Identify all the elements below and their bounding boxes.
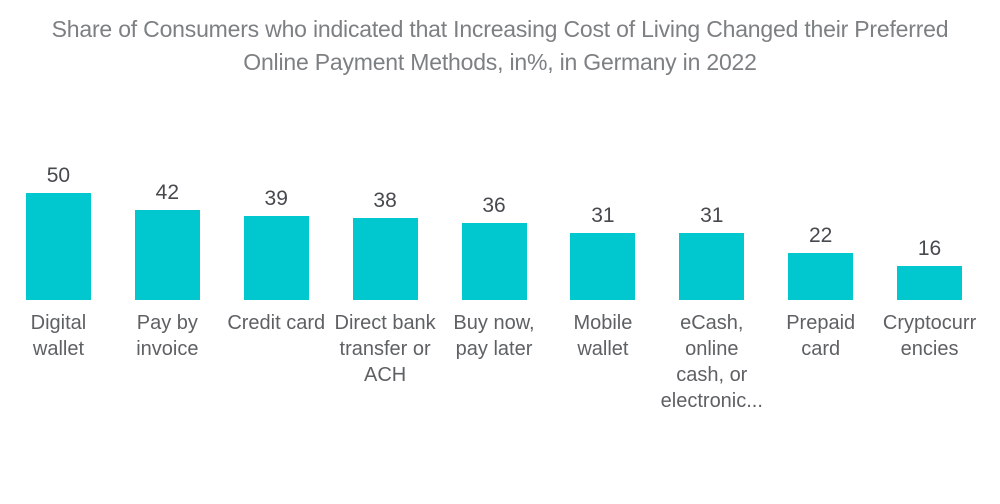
bar (243, 216, 309, 300)
bar (461, 222, 527, 300)
category-label-line: electronic... (660, 390, 763, 412)
bar-plot-area: 50 (25, 88, 91, 300)
bar-value-label: 39 (264, 187, 288, 211)
category-label-line: pay later (455, 338, 533, 360)
category-label: Direct bank transfer or ACH (335, 310, 436, 388)
bar-plot-area: 16 (897, 88, 963, 300)
category-label-line: wallet (32, 338, 85, 360)
category-label: Cryptocurr encies (883, 310, 976, 362)
bar-value-label: 31 (591, 204, 615, 228)
bar (788, 252, 854, 300)
bar (134, 209, 200, 300)
bar-chart-plot: 50 Digital wallet 42 Pay by invoice 39 Credit c… (4, 88, 984, 414)
bar-plot-area: 31 (570, 88, 636, 300)
category-label: Credit card (227, 310, 325, 336)
category-label-line: Prepaid (786, 312, 856, 334)
category-label-line: Digital (30, 312, 87, 334)
bar-column: 31 Mobile wallet (548, 88, 657, 414)
bar (25, 192, 91, 300)
bar-plot-area: 22 (788, 88, 854, 300)
category-label: Pay by invoice (136, 310, 198, 362)
category-label-line: invoice (136, 338, 199, 360)
bar (570, 233, 636, 300)
category-label-line: online (685, 338, 739, 360)
bar-column: 42 Pay by invoice (113, 88, 222, 414)
category-label: Digital wallet (31, 310, 87, 362)
category-label: Mobile wallet (573, 310, 632, 362)
bar-plot-area: 31 (679, 88, 745, 300)
category-label-line: Mobile (573, 312, 633, 334)
category-label-line: eCash, (680, 312, 744, 334)
category-label-line: cash, or (676, 364, 748, 386)
bar-plot-area: 39 (243, 88, 309, 300)
bar (897, 265, 963, 300)
category-label-line: Credit card (227, 312, 326, 334)
chart-title-line-2: Online Payment Methods, in%, in Germany … (243, 49, 757, 75)
bar-column: 16 Cryptocurr encies (875, 88, 984, 414)
bar-value-label: 50 (46, 163, 71, 187)
chart-title: Share of Consumers who indicated that In… (0, 0, 1000, 79)
bar-value-label: 36 (482, 193, 506, 217)
category-label-line: Buy now, (453, 312, 535, 334)
category-label: eCash, online cash, or electronic... (661, 310, 763, 414)
category-label-line: wallet (577, 338, 629, 360)
bar-column: 31 eCash, online cash, or electronic... (657, 88, 766, 414)
bar (679, 233, 745, 300)
bar-value-label: 31 (700, 204, 724, 228)
bar-column: 36 Buy now, pay later (440, 88, 549, 414)
category-label-line: Pay by (136, 312, 198, 334)
category-label: Prepaid card (786, 310, 855, 362)
bar-column: 22 Prepaid card (766, 88, 875, 414)
chart-title-line-1: Share of Consumers who indicated that In… (51, 16, 949, 42)
bar (352, 218, 418, 300)
category-label-line: encies (900, 338, 959, 360)
category-label-line: transfer or (339, 338, 431, 360)
bar-plot-area: 36 (461, 88, 527, 300)
bar-column: 38 Direct bank transfer or ACH (331, 88, 440, 414)
bar-value-label: 42 (155, 180, 179, 204)
bar-plot-area: 42 (134, 88, 200, 300)
category-label: Buy now, pay later (453, 310, 534, 362)
bar-value-label: 22 (808, 223, 833, 247)
bar-plot-area: 38 (352, 88, 418, 300)
bar-value-label: 38 (373, 189, 397, 213)
category-label-line: card (801, 338, 841, 360)
category-label-line: Cryptocurr (882, 312, 977, 334)
bar-column: 50 Digital wallet (4, 88, 113, 414)
category-label-line: Direct bank (334, 312, 436, 334)
bar-column: 39 Credit card (222, 88, 331, 414)
bar-value-label: 16 (917, 236, 942, 260)
category-label-line: ACH (363, 364, 407, 386)
